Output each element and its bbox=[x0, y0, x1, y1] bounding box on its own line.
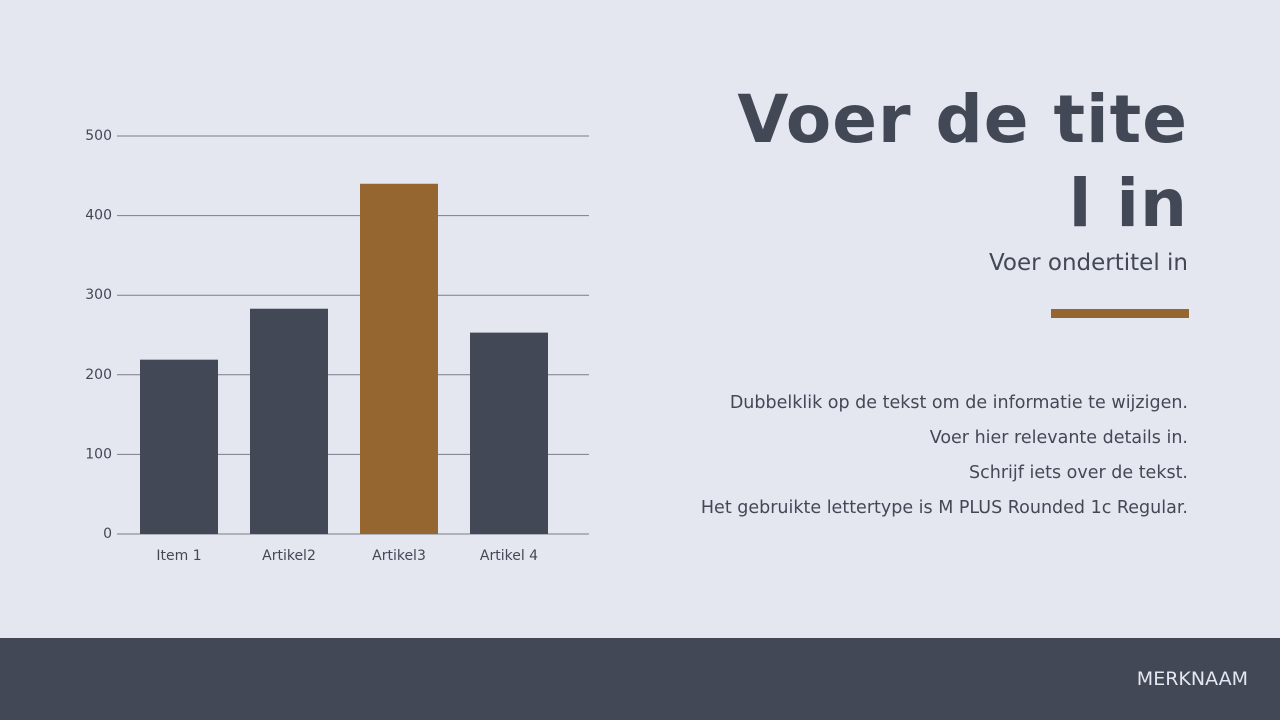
subtitle: Voer ondertitel in bbox=[988, 250, 1188, 276]
title-line: l in bbox=[1068, 165, 1188, 242]
x-tick-label: Item 1 bbox=[156, 548, 201, 564]
body-text: Dubbelklik op de tekst om de informatie … bbox=[701, 386, 1188, 526]
y-tick-label: 400 bbox=[85, 208, 112, 224]
body-line: Schrijf iets over de tekst. bbox=[969, 463, 1188, 483]
y-tick-label: 0 bbox=[103, 526, 112, 542]
brand: MERKNAAM bbox=[1136, 668, 1248, 690]
x-tick-label: Artikel 4 bbox=[480, 548, 538, 564]
chart: 0 100 200 300 400 500 Item 1 Artikel2 Artikel3 Ar… bbox=[85, 128, 589, 564]
body-line: Het gebruikte lettertype is M PLUS Round… bbox=[700, 498, 1188, 518]
x-tick-label: Artikel3 bbox=[372, 548, 426, 564]
body-line: Dubbelklik op de tekst om de informatie … bbox=[729, 393, 1188, 413]
y-tick-label: 100 bbox=[85, 446, 112, 462]
footer bbox=[0, 638, 1280, 720]
x-tick-label: Artikel2 bbox=[262, 548, 316, 564]
y-tick-label: 200 bbox=[85, 367, 112, 383]
body-line: Voer hier relevante details in. bbox=[929, 428, 1188, 448]
y-tick-label: 500 bbox=[85, 128, 112, 144]
title: Voer de tite l in bbox=[737, 78, 1188, 246]
accent-rule bbox=[1051, 309, 1189, 318]
bar bbox=[360, 183, 438, 534]
bar bbox=[250, 308, 328, 534]
y-tick-label: 300 bbox=[85, 287, 112, 303]
bar bbox=[470, 332, 548, 534]
bar bbox=[140, 359, 218, 534]
title-line: Voer de tite bbox=[737, 81, 1188, 158]
